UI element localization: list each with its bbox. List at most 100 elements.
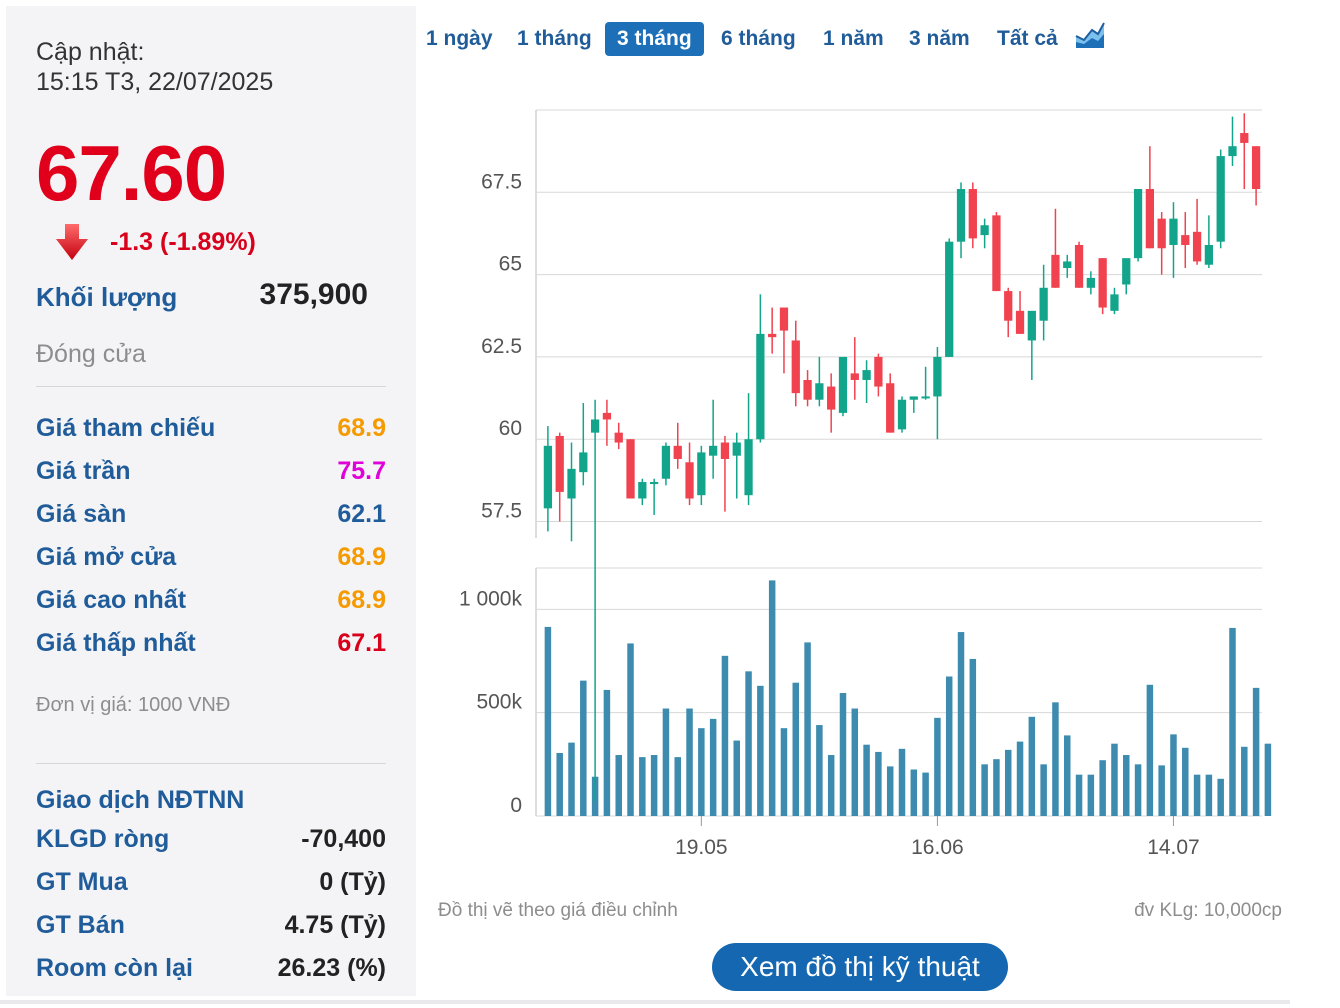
price-change: -1.3 (-1.89%) bbox=[110, 228, 256, 256]
candle-down bbox=[602, 412, 612, 420]
volume-bar bbox=[698, 728, 705, 816]
candle-up bbox=[1086, 277, 1095, 288]
candle-down bbox=[1192, 231, 1202, 262]
candle-up bbox=[744, 439, 753, 496]
tab-6-months[interactable]: 6 tháng bbox=[721, 27, 796, 50]
candle-up bbox=[1110, 294, 1119, 311]
volume-bar bbox=[709, 718, 717, 816]
candle-down bbox=[720, 442, 730, 459]
volume-bar bbox=[792, 682, 800, 816]
sell-value: 4.75 (Tỷ) bbox=[284, 911, 386, 939]
tab-3-years[interactable]: 3 năm bbox=[909, 27, 970, 50]
candle-up bbox=[697, 452, 706, 496]
candle-up bbox=[933, 356, 942, 397]
volume-bar bbox=[993, 759, 1000, 816]
candle-down bbox=[1181, 235, 1190, 245]
volume-bar bbox=[603, 689, 611, 816]
tab-1-month[interactable]: 1 tháng bbox=[517, 27, 592, 50]
price-tick-label: 57.5 bbox=[481, 500, 522, 523]
candle-up bbox=[1204, 244, 1214, 265]
candle-up bbox=[579, 452, 588, 473]
x-tick-label: 19.05 bbox=[675, 836, 728, 859]
candle-down bbox=[1098, 258, 1107, 308]
area-chart-icon[interactable] bbox=[1074, 20, 1106, 50]
candle-down bbox=[685, 462, 694, 499]
candle-up bbox=[1039, 287, 1048, 321]
volume-bar bbox=[1205, 774, 1213, 816]
update-label: Cập nhật: bbox=[36, 38, 145, 66]
price-tick-label: 62.5 bbox=[481, 335, 522, 358]
volume-bar bbox=[1028, 716, 1036, 816]
candle-down bbox=[1074, 244, 1084, 288]
volume-bar bbox=[969, 658, 977, 816]
volume-bar bbox=[639, 757, 646, 816]
tab-1-year[interactable]: 1 năm bbox=[823, 27, 884, 50]
candle-down bbox=[886, 383, 895, 433]
candle-up bbox=[732, 442, 741, 456]
candle-down bbox=[1004, 291, 1013, 321]
candle-up bbox=[709, 445, 718, 456]
candle-up bbox=[1122, 258, 1131, 285]
candle-down bbox=[779, 307, 789, 331]
volume-bar bbox=[568, 742, 575, 816]
volume-bar bbox=[1075, 774, 1083, 816]
candle-down bbox=[827, 386, 836, 410]
tab-3-months[interactable]: 3 tháng bbox=[605, 22, 704, 56]
candle-up bbox=[661, 445, 671, 479]
candle-up bbox=[956, 189, 966, 242]
foreign-trading-title: Giao dịch NĐTNN bbox=[36, 786, 245, 814]
volume-bar bbox=[686, 708, 693, 816]
tab-1-day[interactable]: 1 ngày bbox=[426, 27, 493, 50]
candle-down bbox=[803, 379, 812, 400]
volume-bar bbox=[875, 751, 882, 816]
ref-price-label: Giá tham chiếu bbox=[36, 414, 216, 442]
price-tick-label: 60 bbox=[499, 417, 522, 440]
volume-bar bbox=[674, 757, 681, 816]
open-price-value: 68.9 bbox=[337, 543, 386, 571]
volume-bar bbox=[1099, 760, 1106, 816]
volume-bar bbox=[745, 671, 752, 816]
candle-up bbox=[980, 225, 989, 236]
volume-bar bbox=[816, 725, 823, 816]
volume-bar bbox=[1134, 764, 1142, 816]
current-price: 67.60 bbox=[36, 129, 227, 217]
volume-bar bbox=[851, 708, 859, 816]
volume-bar bbox=[957, 632, 965, 816]
volume-bar bbox=[1217, 778, 1224, 816]
net-volume-value: -70,400 bbox=[301, 825, 386, 853]
candle-down bbox=[1015, 310, 1025, 334]
volume-value: 375,900 bbox=[259, 278, 368, 311]
session-status: Đóng cửa bbox=[36, 340, 146, 368]
candle-up bbox=[590, 419, 600, 433]
volume-bar bbox=[863, 744, 870, 816]
volume-bar bbox=[839, 693, 847, 816]
tab-all[interactable]: Tất cả bbox=[997, 27, 1058, 50]
candle-up bbox=[650, 482, 659, 485]
candle-up bbox=[838, 356, 848, 413]
volume-tick-label: 500k bbox=[476, 691, 522, 714]
volume-unit-note: đv KLg: 10,000cp bbox=[1134, 900, 1282, 921]
volume-bar bbox=[615, 755, 622, 816]
price-down-arrow-icon bbox=[56, 224, 88, 260]
divider bbox=[36, 763, 386, 764]
sell-value-label: GT Bán bbox=[36, 911, 125, 939]
floor-price-value: 62.1 bbox=[337, 500, 386, 528]
candle-down bbox=[768, 333, 777, 338]
high-price-label: Giá cao nhất bbox=[36, 586, 187, 614]
candle-down bbox=[874, 356, 883, 387]
volume-bar bbox=[1016, 741, 1024, 816]
candle-up bbox=[1216, 156, 1225, 242]
volume-bar bbox=[1229, 627, 1236, 816]
volume-tick-label: 0 bbox=[510, 794, 522, 817]
volume-bar bbox=[1158, 765, 1165, 816]
volume-bar bbox=[945, 676, 953, 816]
candle-down bbox=[968, 189, 977, 239]
candle-up bbox=[638, 482, 647, 499]
x-tick-label: 16.06 bbox=[911, 836, 964, 859]
volume-bar bbox=[1111, 743, 1118, 816]
floor-price-label: Giá sàn bbox=[36, 500, 127, 528]
volume-bar bbox=[1040, 764, 1047, 816]
high-price-value: 68.9 bbox=[337, 586, 386, 614]
x-tick-label: 14.07 bbox=[1147, 836, 1200, 859]
technical-chart-button[interactable]: Xem đồ thị kỹ thuật bbox=[712, 943, 1008, 991]
